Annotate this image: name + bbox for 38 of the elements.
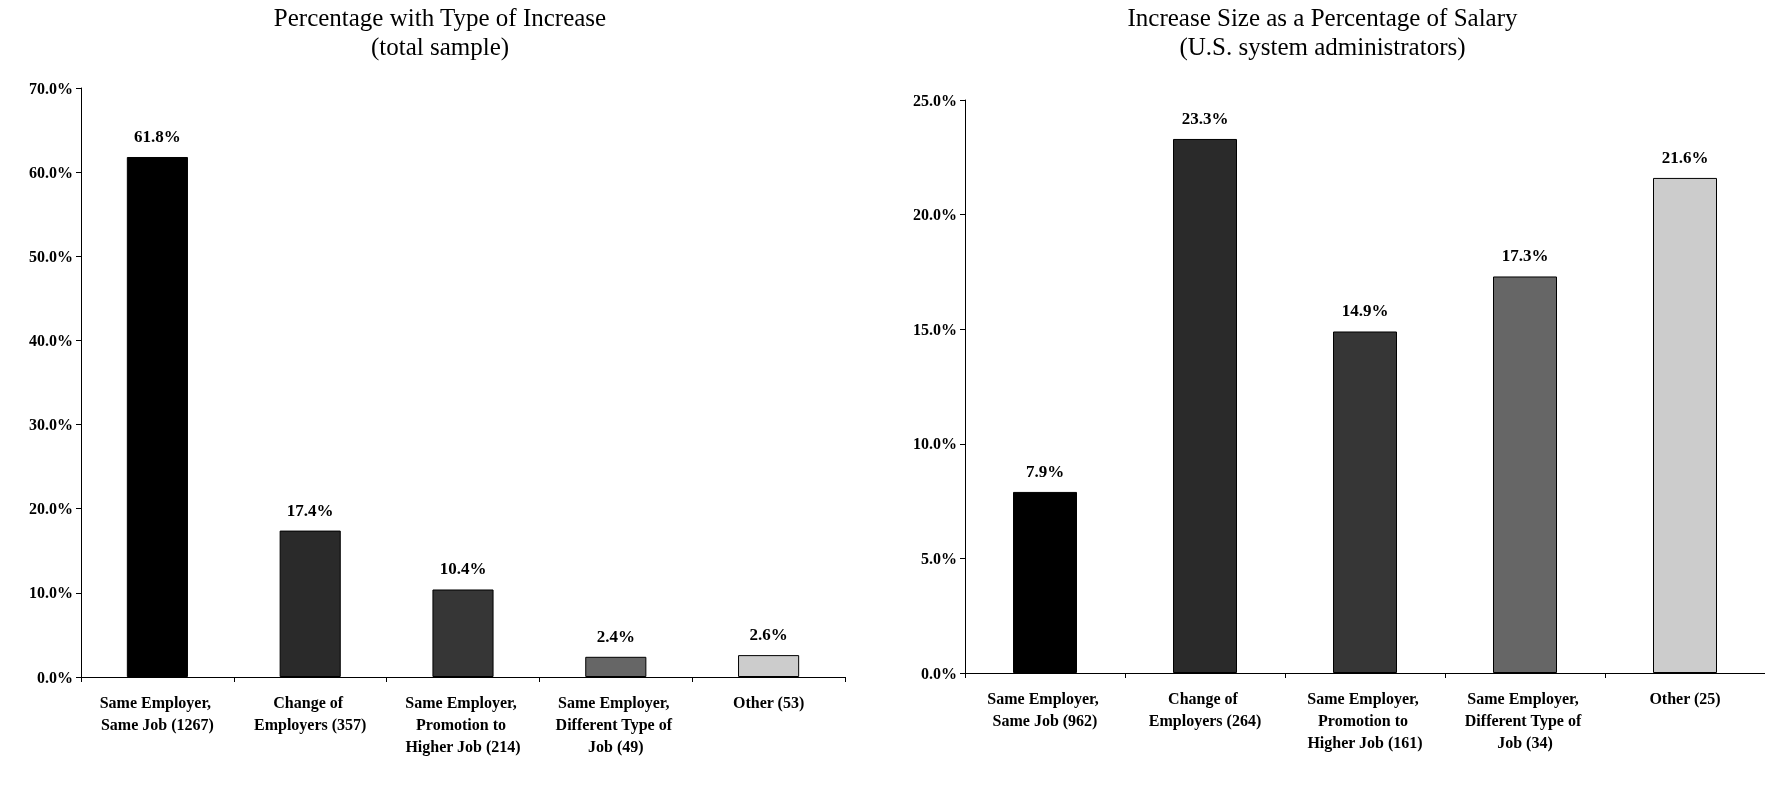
y-tick-label: 20.0%: [913, 206, 957, 224]
x-tick-label: Change of Employers (264): [1148, 689, 1262, 730]
x-tick-label: Same Employer, Different Type of Job (34): [1464, 689, 1586, 752]
y-tick-label: 20.0%: [29, 500, 73, 518]
data-label: 61.8%: [134, 127, 181, 146]
y-tick-label: 10.0%: [29, 584, 73, 602]
x-tick-label: Same Employer, Promotion to Higher Job (214): [405, 693, 521, 756]
y-tick-label: 0.0%: [921, 664, 957, 682]
data-label: 17.4%: [286, 500, 334, 520]
x-tick-label: Same Employer, Same Job (1267): [99, 693, 216, 734]
y-tick-label: 15.0%: [913, 320, 957, 338]
x-tick-label: Same Employer, Different Type of Job (49): [555, 693, 677, 756]
x-tick-label: Other (25): [1649, 689, 1721, 708]
y-tick-label: 60.0%: [29, 163, 73, 181]
data-label: 7.9%: [1025, 461, 1065, 481]
data-label: 14.9%: [1341, 301, 1389, 321]
chart-title: Increase Size as a Percentage of Salary: [1127, 4, 1519, 31]
y-tick-label: 25.0%: [913, 91, 957, 109]
x-tick-label: Same Employer, Same Job (962): [987, 689, 1103, 730]
x-tick-label: Other (53): [732, 693, 805, 712]
y-tick-label: 5.0%: [921, 549, 957, 567]
data-label: 2.4%: [596, 626, 635, 646]
y-tick-label: 10.0%: [913, 435, 957, 453]
data-label: 21.6%: [1661, 147, 1709, 167]
chart-subtitle: (total sample): [370, 33, 510, 61]
data-label: 23.3%: [1181, 108, 1229, 128]
chart-title: Percentage with Type of Increase: [273, 4, 607, 31]
y-tick-label: 50.0%: [29, 247, 73, 265]
data-label: 2.6%: [749, 625, 788, 645]
x-tick-label: Change of Employers (357): [253, 693, 367, 734]
x-tick-label: Same Employer, Promotion to Higher Job (161): [1307, 689, 1423, 752]
y-tick-label: 0.0%: [37, 668, 73, 686]
y-tick-label: 70.0%: [29, 79, 73, 97]
y-tick-label: 40.0%: [29, 331, 73, 349]
data-label: 10.4%: [439, 559, 487, 579]
chart-subtitle: (U.S. system administrators): [1179, 33, 1466, 61]
y-tick-label: 30.0%: [29, 416, 73, 434]
data-label: 17.3%: [1501, 246, 1549, 266]
